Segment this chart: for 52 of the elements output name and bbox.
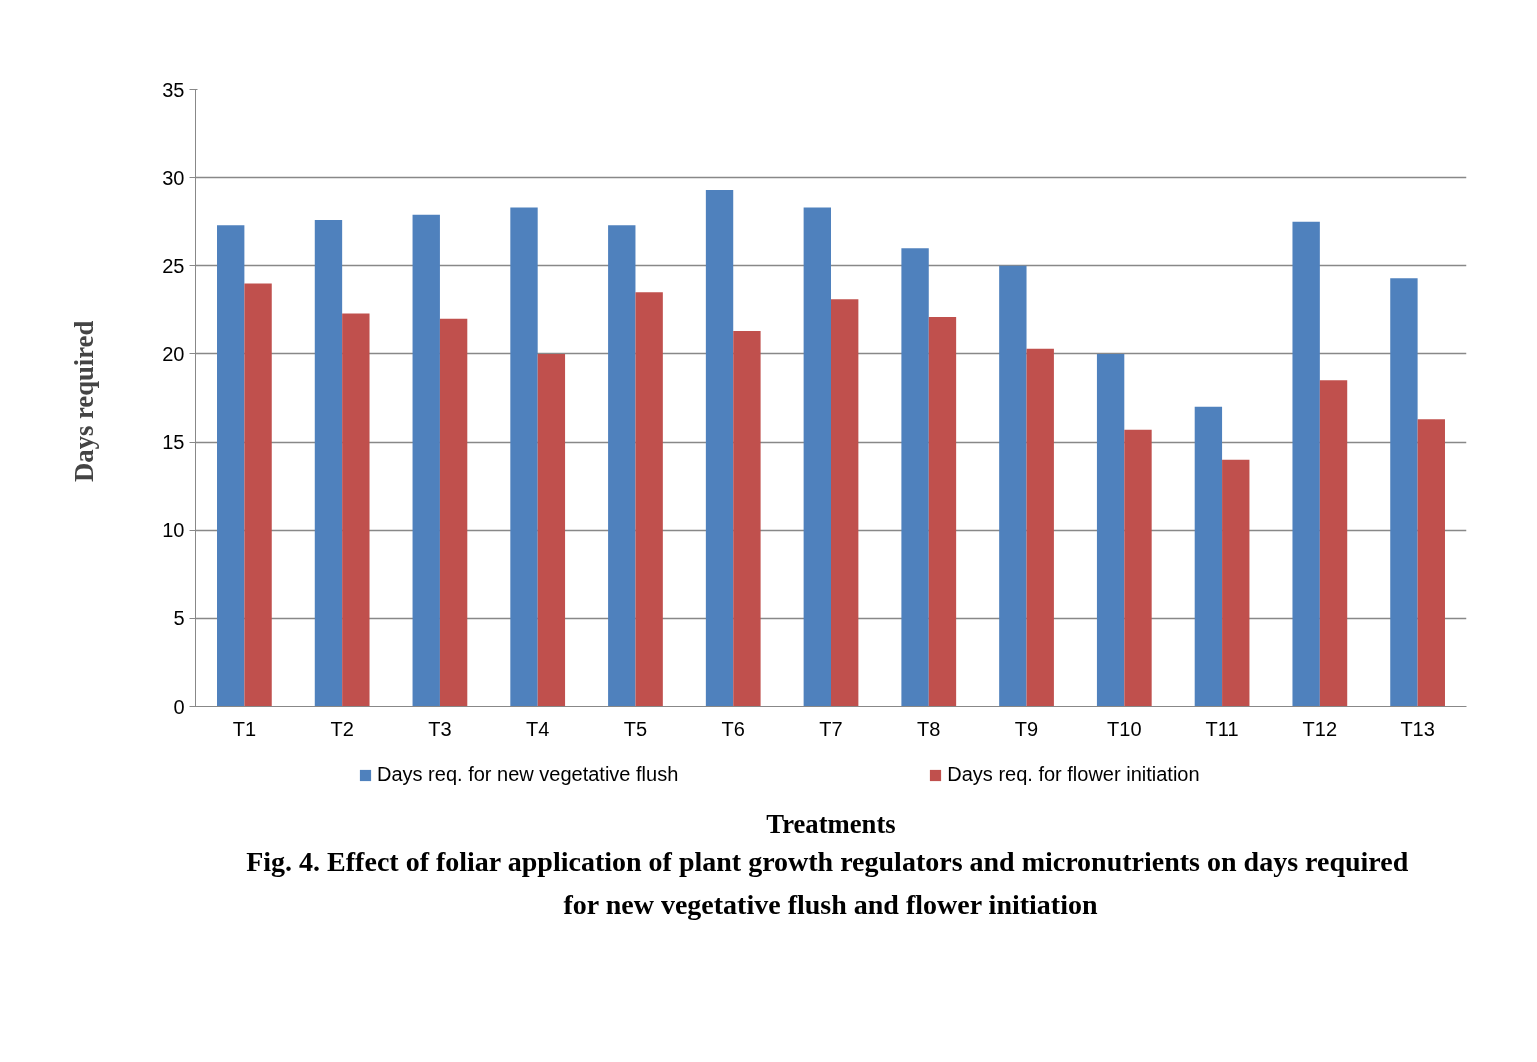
bar bbox=[901, 248, 929, 707]
x-tick-label: T1 bbox=[232, 717, 257, 740]
bar bbox=[999, 265, 1027, 707]
x-tick-label: T13 bbox=[1400, 717, 1435, 740]
bar bbox=[217, 225, 245, 707]
bar bbox=[1417, 419, 1445, 707]
bar bbox=[1222, 459, 1250, 707]
bar bbox=[635, 292, 663, 707]
x-tick-label: T2 bbox=[330, 717, 354, 740]
y-tick-label: 5 bbox=[173, 607, 185, 630]
y-tick-label: 10 bbox=[162, 519, 185, 542]
bar bbox=[928, 316, 957, 707]
bar bbox=[1292, 221, 1320, 707]
bar bbox=[244, 283, 272, 707]
x-tick-label: T5 bbox=[623, 717, 648, 740]
bar bbox=[831, 299, 859, 707]
bar bbox=[705, 189, 734, 707]
y-tick-label: 35 bbox=[162, 78, 185, 101]
x-tick-label: T4 bbox=[526, 717, 550, 740]
x-tick-label: T8 bbox=[917, 717, 941, 740]
bar bbox=[608, 225, 636, 707]
x-tick-label: T10 bbox=[1107, 717, 1142, 740]
bar bbox=[1096, 353, 1125, 707]
y-tick-label: 0 bbox=[173, 695, 185, 718]
bar bbox=[342, 313, 370, 707]
x-tick-label: T12 bbox=[1302, 717, 1338, 740]
x-tick-label: T7 bbox=[819, 717, 843, 740]
x-tick-label: T9 bbox=[1014, 717, 1039, 740]
bar bbox=[510, 207, 538, 707]
bar bbox=[733, 331, 761, 707]
y-tick-label: 15 bbox=[162, 431, 185, 454]
text: Fig. 4. Effect of foliar application of plant growth regulators and micronutrients on days required for new vegetative flush and flower initiation bbox=[246, 845, 1409, 920]
y-tick-label: 25 bbox=[162, 254, 185, 277]
y-tick-label: 30 bbox=[162, 166, 185, 189]
x-tick-label: T3 bbox=[428, 717, 452, 740]
y-axis-title: Days required bbox=[69, 320, 100, 482]
legend-label: Days req. for new vegetative flush bbox=[377, 763, 679, 786]
bar bbox=[803, 207, 831, 707]
bar bbox=[1319, 380, 1348, 707]
bar bbox=[439, 318, 468, 707]
y-tick-label: 20 bbox=[162, 342, 185, 365]
bar bbox=[537, 353, 566, 707]
bar bbox=[1390, 278, 1418, 707]
x-tick-label: T6 bbox=[721, 717, 745, 740]
legend-label: Days req. for flower initiation bbox=[947, 763, 1200, 786]
bar bbox=[1026, 348, 1054, 707]
bar bbox=[412, 214, 440, 707]
bar bbox=[1124, 429, 1152, 707]
x-axis-title: Treatments bbox=[766, 808, 896, 839]
bar bbox=[1194, 406, 1223, 707]
bar bbox=[314, 219, 343, 707]
x-tick-label: T11 bbox=[1205, 717, 1239, 740]
